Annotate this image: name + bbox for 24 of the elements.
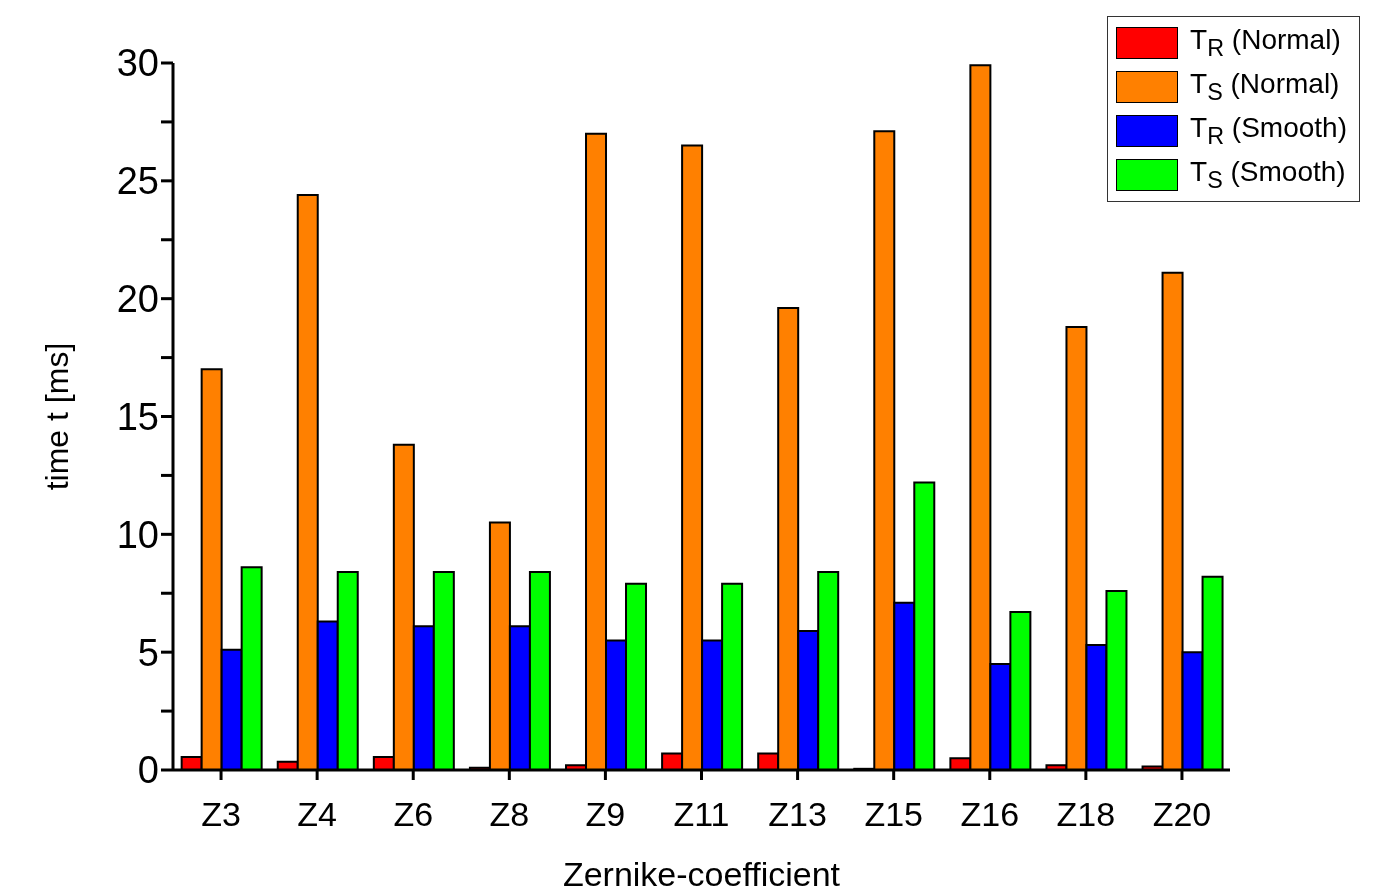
y-tick-label: 20 [116,278,159,321]
y-tick-label: 15 [116,395,159,438]
x-tick-label: Z9 [585,795,626,834]
x-tick-label: Z4 [297,795,337,834]
legend-label: T$_{R}$ (Normal) [1190,24,1341,62]
x-tick-label: Z18 [1056,795,1116,834]
y-tick-label: 30 [116,42,159,85]
x-tick-label: Z3 [201,795,241,834]
y-tick-label: 25 [116,160,159,203]
x-tick-label: Z15 [864,795,923,834]
x-tick-label: Z6 [393,795,434,834]
y-axis-title: time t [ms] [39,342,75,491]
x-tick-label: Z13 [768,795,827,834]
y-tick-label: 10 [116,513,159,556]
x-tick-label: Z20 [1152,795,1212,834]
x-tick-label: Z8 [489,795,530,834]
x-axis-title: Zernike-coefficient [562,855,841,891]
legend-label: T$_{S}$ (Smooth) [1190,156,1346,194]
x-tick-label: Z11 [673,795,730,834]
x-tick-label: Z16 [960,795,1020,834]
y-tick-label: 0 [137,749,159,792]
legend-label: T$_{R}$ (Smooth) [1190,112,1347,150]
y-tick-label: 5 [137,631,159,674]
legend-label: T$_{S}$ (Normal) [1190,68,1340,106]
